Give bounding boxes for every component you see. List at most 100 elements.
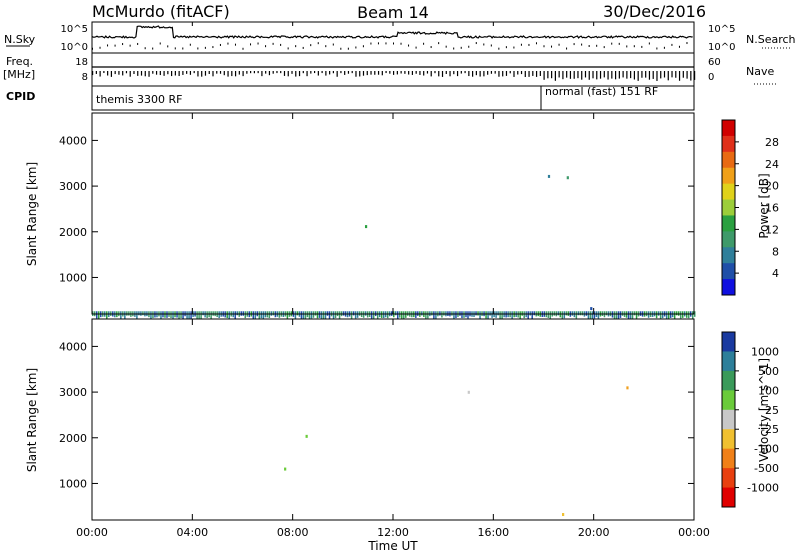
x-tick-label: 04:00 [176,526,208,539]
power-cell [563,311,566,319]
power-cell [687,311,690,319]
power-cell [196,311,198,319]
freq-label: Freq. [6,55,33,68]
nave-label: Nave [746,65,774,78]
power-cell [597,311,600,319]
power-cell [669,311,672,318]
nave-mark [520,71,523,75]
power-cell [166,311,168,318]
nave-mark [532,71,534,76]
x-tick-label: 00:00 [678,526,710,539]
nave-mark [133,71,135,75]
y-tick-label: 3000 [59,386,87,399]
velocity-panel-background [92,319,694,520]
colorbar-segment [722,390,735,411]
power-cell [557,311,560,316]
colorbar-tick-label: 100 [758,384,779,397]
power-cell [531,311,533,319]
power-cell [376,311,379,319]
power-cell [497,311,499,316]
nsearch-dot [265,45,267,48]
nsearch-dot [611,42,613,45]
nave-mark [171,71,173,77]
nave-mark [107,71,109,76]
nave-mark [464,71,466,74]
power-cell [427,311,429,319]
colorbar-segment [722,263,735,280]
power-cell [236,311,238,316]
power-cell [128,311,130,316]
nave-mark [528,71,530,77]
nave-mark [201,71,203,77]
colorbar-tick-label: 12 [765,223,779,236]
nave-mark [355,71,357,77]
nsearch-dot [671,43,673,46]
power-cell [334,311,337,319]
nave-mark [588,71,590,80]
nsearch-dot [280,43,282,46]
nave-mark [114,71,116,75]
power-cell [278,311,281,318]
power-cell [489,311,491,316]
power-cell [619,311,622,318]
nsearch-dot [393,42,394,45]
nave-mark [675,71,677,78]
nave-mark [362,71,365,76]
colorbar-tick-label: 500 [758,365,779,378]
nave-mark [103,71,105,74]
nsky-tick-bottom: 10^0 [61,42,88,53]
nsearch-dot [400,42,402,45]
nave-mark [577,71,579,79]
nave-mark [584,71,587,78]
nsearch-dot [272,42,274,45]
nave-mark [558,71,560,78]
power-cell [370,311,373,320]
power-cell [479,311,481,320]
x-tick-label: 12:00 [377,526,409,539]
nsearch-dot [535,42,537,45]
nsearch-dot [498,47,500,50]
nsearch-tick-bottom: 10^0 [708,42,735,53]
nave-mark [250,71,252,74]
x-axis-label: Time UT [367,539,418,553]
nave-mark [122,71,124,76]
nave-mark [622,71,624,78]
power-cell [106,311,108,319]
power-cell [475,311,477,316]
velocity-colorbar: 1000 500 100 25 -25 -100 -500 -1000 [721,331,779,508]
power-cell [565,311,568,316]
nave-mark [449,71,451,77]
nave-mark [633,71,635,80]
nave-mark [163,71,165,76]
power-cell [210,311,212,319]
nave-mark [234,71,237,77]
nave-mark [189,71,192,75]
nsearch-dot [197,47,199,50]
nsearch-dot [475,42,477,45]
nsearch-dot [430,46,432,49]
nave-mark [517,71,519,75]
power-cell [190,311,192,319]
colorbar-segment [722,448,735,469]
power-cell [681,311,684,318]
power-y-axis-label: Slant Range [km] [25,162,39,266]
power-cell [533,311,535,316]
power-cell [431,311,433,316]
cpid-first-mode: themis 3300 RF [96,93,183,106]
nsearch-dot [468,45,470,48]
nave-mark [618,71,620,79]
nave-mark [291,71,293,74]
nave-mark [423,71,425,76]
power-cell [218,311,220,318]
power-cell [589,311,592,319]
power-cell [435,311,437,319]
nave-mark [630,71,632,79]
nave-mark [498,71,500,77]
nave-mark [144,71,146,77]
colorbar-tick-label: -25 [761,423,779,436]
nsearch-dot [641,45,643,48]
nave-mark [637,71,639,81]
power-cell [467,311,469,319]
nsearch-dot [227,42,229,45]
power-cell [386,311,389,319]
